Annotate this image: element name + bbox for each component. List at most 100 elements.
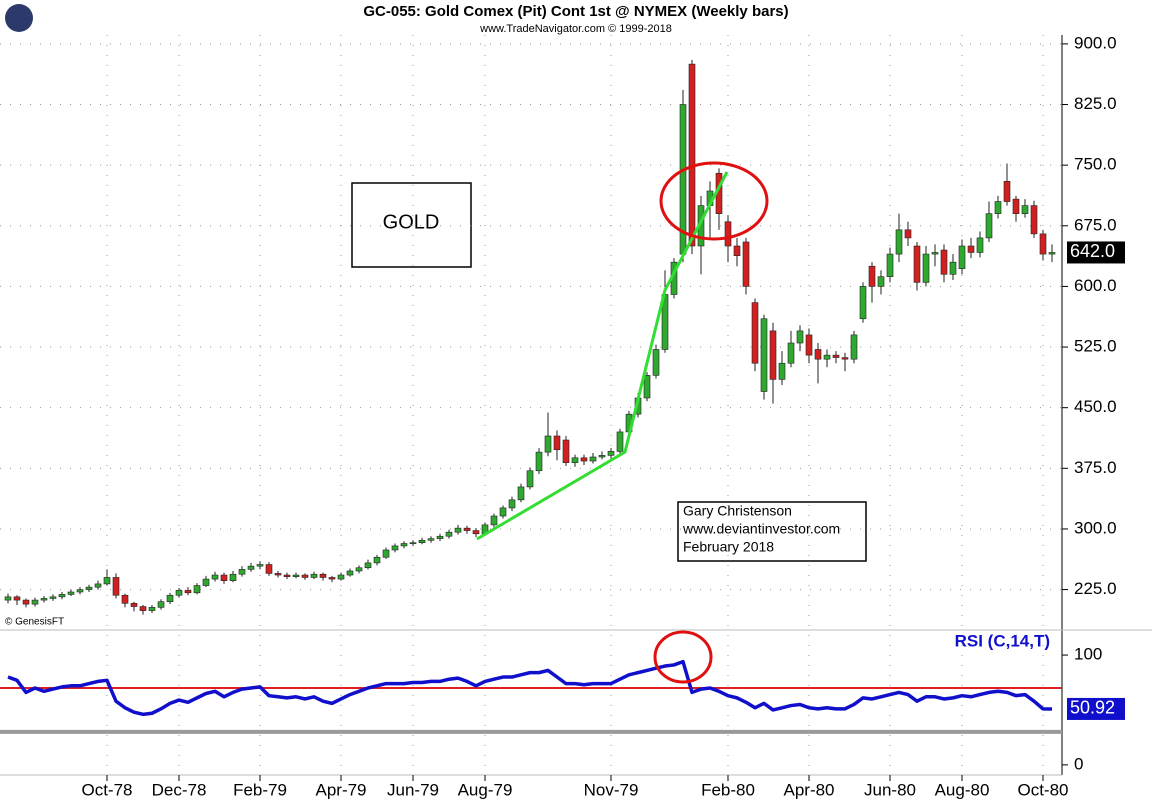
candle-body	[202, 578, 210, 586]
x-tick-label: Aug-80	[935, 780, 990, 799]
candle-body	[247, 565, 255, 570]
y-tick-label: 100	[1074, 645, 1102, 664]
annotation-box	[677, 501, 867, 562]
candle-body	[58, 594, 66, 598]
y-tick-label: 675.0	[1074, 215, 1117, 234]
candle-body	[355, 567, 363, 572]
candle-body	[364, 562, 372, 569]
x-tick-label: Oct-78	[81, 780, 132, 799]
candle-body	[148, 607, 156, 611]
candle-body	[373, 556, 381, 564]
candle-body	[607, 451, 615, 456]
x-tick-label: Oct-80	[1017, 780, 1068, 799]
candle-body	[337, 574, 345, 580]
candle-body	[967, 245, 975, 253]
candle-body	[445, 531, 453, 537]
last-value-label: 642.0	[1070, 241, 1115, 261]
y-tick-label: 375.0	[1074, 458, 1117, 477]
x-tick-label: Jun-79	[387, 780, 439, 799]
y-tick-label: 900.0	[1074, 33, 1117, 52]
last-value-box	[1067, 241, 1125, 264]
candle-body	[382, 549, 390, 558]
candle-body	[310, 573, 318, 578]
candle-body	[859, 286, 867, 320]
annotation: Gary Christenson	[683, 503, 792, 519]
y-tick-label: 0	[1074, 754, 1083, 773]
candle-body	[724, 221, 732, 247]
candle-body	[643, 375, 651, 399]
logo	[5, 4, 33, 32]
candle-body	[508, 499, 516, 509]
credit: © GenesisFT	[5, 617, 64, 628]
candle-body	[13, 596, 21, 601]
candle-body	[391, 545, 399, 551]
candle-body	[517, 486, 525, 501]
candle-body	[877, 276, 885, 287]
candle-body	[580, 457, 588, 462]
y-tick-label: 525.0	[1074, 337, 1117, 356]
y-tick-label: 450.0	[1074, 397, 1117, 416]
candle-body	[931, 252, 939, 255]
candle-body	[553, 435, 561, 451]
x-tick-label: Jun-80	[864, 780, 916, 799]
highlight-circle	[653, 630, 713, 684]
candle-body	[589, 456, 597, 462]
annotation: GOLD	[383, 211, 440, 233]
candle-body	[427, 538, 435, 541]
candle-body	[130, 603, 138, 607]
candle-body	[922, 253, 930, 283]
x-tick-label: Feb-79	[233, 780, 287, 799]
candle-body	[229, 573, 237, 581]
candle-body	[256, 564, 264, 567]
y-tick-label: 600.0	[1074, 276, 1117, 295]
candle-body	[571, 457, 579, 463]
candle-body	[823, 354, 831, 360]
candle-body	[274, 573, 282, 576]
candle-body	[886, 253, 894, 278]
candle-body	[85, 586, 93, 590]
x-tick-label: Dec-78	[152, 780, 207, 799]
last-value-label: 50.92	[1070, 698, 1115, 718]
candle-body	[1012, 198, 1020, 214]
x-tick-label: Apr-80	[783, 780, 834, 799]
x-tick-label: Aug-79	[458, 780, 513, 799]
candle-body	[976, 237, 984, 253]
candle-body	[139, 606, 147, 611]
candle-body	[949, 261, 957, 275]
candle-body	[499, 507, 507, 517]
candle-body	[913, 245, 921, 283]
x-tick-label: Apr-79	[315, 780, 366, 799]
candle-body	[751, 302, 759, 364]
candle-body	[157, 601, 165, 608]
candle-body	[121, 594, 129, 604]
candle-body	[22, 599, 30, 605]
candle-body	[409, 542, 417, 544]
candle-body	[31, 599, 39, 605]
candle-body	[598, 455, 606, 458]
candle-body	[562, 439, 570, 463]
candle-body	[67, 591, 75, 595]
candle-body	[1030, 205, 1038, 235]
annotation: www.deviantinvestor.com	[682, 521, 840, 537]
candle-body	[616, 431, 624, 452]
y-tick-label: 750.0	[1074, 155, 1117, 174]
candle-body	[814, 349, 822, 360]
candle-body	[328, 577, 336, 580]
candle-body	[787, 342, 795, 364]
candle-body	[463, 527, 471, 531]
candle-body	[958, 245, 966, 269]
candle-body	[211, 574, 219, 580]
candle-body	[760, 318, 768, 392]
y-tick-label: 300.0	[1074, 518, 1117, 537]
candle-body	[1021, 205, 1029, 214]
marks: Oct-78 Dec-78 Feb-79 Apr-79 Jun-79 Aug-79 Nov-…	[0, 33, 1117, 799]
candle-body	[544, 435, 552, 453]
y-tick-label: 225.0	[1074, 579, 1117, 598]
candle-body	[103, 577, 111, 585]
candle-body	[238, 569, 246, 575]
candle-body	[283, 574, 291, 577]
candle-body	[742, 241, 750, 287]
chart-title: GC-055: Gold Comex (Pit) Cont 1st @ NYME…	[363, 3, 788, 20]
